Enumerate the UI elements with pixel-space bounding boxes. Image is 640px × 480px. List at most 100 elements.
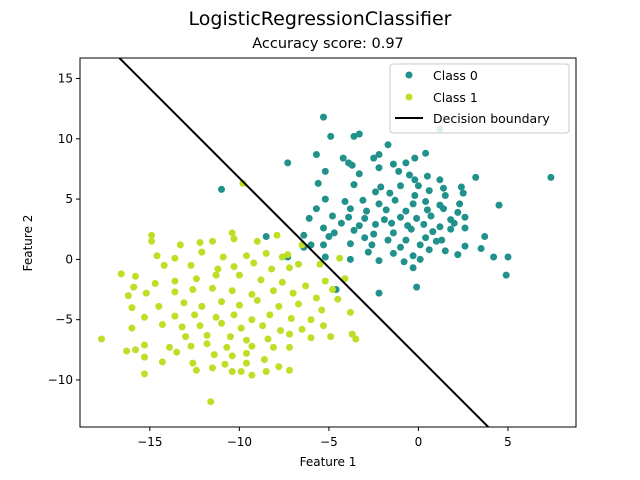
- class-0-point: [440, 184, 447, 192]
- figure-suptitle: LogisticRegressionClassifier: [189, 8, 452, 30]
- class-1-point: [257, 276, 265, 284]
- class-1-point: [228, 352, 236, 360]
- class-1-point: [295, 260, 302, 268]
- class-1-point: [142, 289, 150, 297]
- class-1-point: [223, 343, 231, 351]
- class-0-point: [397, 213, 404, 221]
- class-0-point: [218, 185, 225, 193]
- class-1-point: [171, 277, 179, 285]
- class-1-point: [278, 278, 286, 286]
- class-1-point: [289, 289, 297, 297]
- class-1-point: [269, 287, 277, 295]
- class-0-point: [436, 176, 444, 184]
- class-0-point: [312, 151, 320, 158]
- class-1-point: [210, 351, 218, 359]
- class-0-point: [423, 206, 431, 214]
- legend-label-class-1: Class 1: [433, 90, 478, 105]
- class-0-point: [425, 187, 433, 195]
- class-1-point: [130, 283, 138, 291]
- class-1-point: [286, 264, 293, 272]
- class-1-point: [158, 321, 166, 328]
- class-0-point: [348, 161, 356, 169]
- class-1-point: [203, 340, 211, 348]
- class-0-point: [330, 229, 338, 237]
- class-1-point: [218, 319, 225, 327]
- class-0-point: [411, 176, 419, 184]
- class-0-point: [456, 200, 464, 208]
- y-tick-label: 10: [58, 132, 73, 146]
- class-0-point: [350, 132, 358, 140]
- class-1-point: [275, 302, 283, 310]
- class-0-point: [345, 213, 353, 221]
- scatter-points: [98, 113, 555, 406]
- legend-label-decision-boundary: Decision boundary: [433, 111, 550, 126]
- class-0-point: [447, 225, 455, 233]
- y-axis-ticks: −10 −5 0 5 10 15: [48, 72, 80, 387]
- class-0-point: [438, 236, 446, 244]
- class-1-point: [243, 349, 250, 357]
- class-1-point: [189, 359, 197, 367]
- class-0-point: [389, 249, 397, 257]
- class-0-point: [411, 192, 419, 199]
- class-1-point: [196, 322, 204, 330]
- class-1-point: [124, 292, 132, 300]
- class-1-point: [259, 322, 267, 330]
- class-1-point: [348, 330, 356, 338]
- class-1-point: [141, 353, 148, 361]
- class-1-point: [155, 302, 163, 310]
- class-1-point: [329, 286, 336, 293]
- y-axis-label: Feature 2: [21, 215, 35, 272]
- class-1-point: [141, 370, 148, 378]
- class-1-point: [191, 311, 199, 319]
- class-1-point: [275, 363, 283, 371]
- class-1-point: [230, 311, 238, 319]
- class-0-point: [320, 113, 327, 121]
- class-1-point: [158, 358, 166, 366]
- class-0-point: [377, 183, 385, 191]
- class-0-point: [547, 173, 555, 181]
- class-0-point: [346, 240, 354, 248]
- class-0-point: [321, 253, 329, 261]
- class-0-point: [355, 170, 363, 178]
- class-1-point: [187, 342, 195, 350]
- class-0-point: [361, 214, 369, 222]
- class-0-point: [414, 182, 422, 190]
- legend-marker-class-0: [405, 71, 413, 79]
- x-tick-label: −10: [227, 435, 252, 449]
- class-0-point: [375, 164, 383, 172]
- class-1-point: [148, 237, 156, 245]
- class-1-point: [189, 286, 197, 293]
- class-0-point: [409, 200, 417, 208]
- class-0-point: [397, 243, 404, 251]
- class-1-point: [128, 304, 136, 312]
- class-0-point: [363, 207, 370, 215]
- class-0-point: [320, 224, 327, 232]
- class-1-point: [248, 316, 256, 324]
- class-0-point: [375, 257, 383, 265]
- class-1-point: [264, 335, 272, 343]
- class-0-point: [457, 183, 465, 191]
- class-0-point: [350, 181, 358, 189]
- class-1-point: [262, 368, 270, 375]
- class-0-point: [300, 231, 308, 239]
- x-tick-label: 5: [504, 435, 512, 449]
- class-0-point: [422, 149, 430, 157]
- class-1-point: [198, 302, 206, 310]
- class-0-point: [359, 196, 367, 204]
- class-1-point: [235, 301, 243, 309]
- class-0-point: [391, 196, 399, 204]
- class-1-point: [209, 237, 216, 245]
- class-1-point: [295, 300, 302, 308]
- class-1-point: [248, 342, 256, 350]
- class-1-point: [250, 259, 258, 267]
- class-1-point: [128, 324, 136, 332]
- class-1-point: [318, 306, 326, 314]
- class-0-point: [420, 220, 428, 228]
- class-0-point: [262, 233, 270, 240]
- class-1-point: [260, 356, 268, 363]
- class-1-point: [221, 360, 229, 368]
- class-1-point: [180, 299, 188, 307]
- class-0-point: [325, 233, 333, 240]
- class-1-point: [98, 335, 105, 343]
- class-1-point: [182, 333, 190, 341]
